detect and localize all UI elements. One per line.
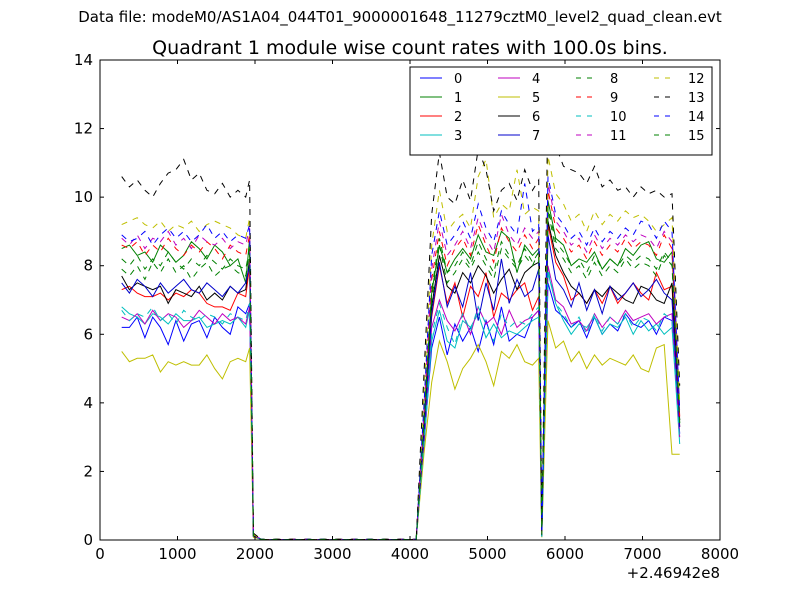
- legend-label-0: 0: [454, 72, 462, 87]
- series-line-10: [121, 268, 681, 541]
- legend-label-8: 8: [610, 72, 618, 87]
- y-tick-label: 14: [74, 51, 93, 69]
- y-tick-label: 6: [83, 325, 93, 343]
- x-tick-label: 1000: [158, 545, 196, 563]
- series-line-7: [121, 234, 681, 541]
- y-tick-label: 8: [83, 257, 93, 275]
- y-tick-label: 12: [74, 120, 93, 138]
- x-tick-label: 6000: [546, 545, 584, 563]
- x-tick-label: 4000: [391, 545, 429, 563]
- legend-label-15: 15: [688, 129, 705, 144]
- series-line-3: [121, 272, 681, 541]
- series-line-15: [121, 207, 681, 541]
- x-tick-label: 5000: [468, 545, 506, 563]
- series-line-13: [121, 97, 681, 541]
- legend-label-6: 6: [532, 110, 540, 125]
- series-line-6: [121, 220, 681, 541]
- legend-label-10: 10: [610, 110, 627, 125]
- x-tick-label: 8000: [701, 545, 739, 563]
- legend-label-13: 13: [688, 91, 705, 106]
- x-offset-label: +2.46942e8: [627, 564, 720, 582]
- series-line-9: [121, 190, 681, 541]
- legend-label-2: 2: [454, 110, 462, 125]
- legend-label-11: 11: [610, 129, 627, 144]
- series-layer: [121, 97, 681, 541]
- x-tick-label: 7000: [623, 545, 661, 563]
- y-tick-label: 4: [83, 394, 93, 412]
- x-tick-label: 0: [95, 545, 105, 563]
- figure-suptitle: Data file: modeM0/AS1A04_044T01_90000016…: [78, 8, 722, 26]
- y-tick-label: 0: [83, 531, 93, 549]
- series-line-5: [121, 320, 680, 541]
- legend-label-14: 14: [688, 110, 705, 125]
- legend-label-12: 12: [688, 72, 705, 87]
- series-line-11: [121, 183, 681, 541]
- chart-title: Quadrant 1 module wise count rates with …: [152, 37, 668, 59]
- x-tick-label: 3000: [313, 545, 351, 563]
- legend-label-4: 4: [532, 72, 540, 87]
- legend-box: [409, 66, 713, 156]
- series-line-2: [121, 224, 681, 541]
- legend-label-5: 5: [532, 91, 540, 106]
- series-line-4: [121, 265, 681, 541]
- legend-label-7: 7: [532, 129, 540, 144]
- series-line-14: [121, 176, 681, 541]
- axis-ticks: 0 1000 2000 3000 4000 5000 6000 7000 80000246810…: [74, 51, 739, 563]
- series-line-8: [121, 210, 681, 541]
- x-tick-label: 2000: [236, 545, 274, 563]
- y-tick-label: 10: [74, 188, 93, 206]
- y-tick-label: 2: [83, 462, 93, 480]
- legend-label-3: 3: [454, 129, 462, 144]
- legend-label-9: 9: [610, 91, 618, 106]
- series-line-1: [121, 200, 681, 541]
- series-line-12: [121, 155, 681, 541]
- legend-label-1: 1: [454, 91, 462, 106]
